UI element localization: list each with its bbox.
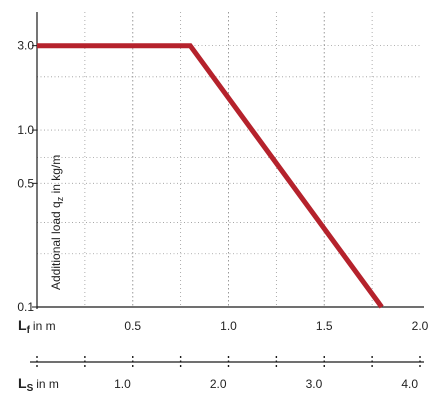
y-axis-label-subscript: z	[55, 196, 65, 201]
series-line	[37, 43, 384, 309]
x2-tick-label: 1.0	[114, 377, 131, 391]
x-tick-label: 1.0	[220, 319, 237, 333]
tick-labels: 3.0 1.0 0.5 0.1 0.5 1.0 1.5 2.0 1.0 2.0 3.0 4.0	[17, 39, 428, 391]
x-axis-label-secondary: LS in m	[18, 375, 59, 394]
grid-lines	[37, 12, 420, 307]
y-tick-label: 1.0	[17, 123, 34, 137]
y-tick-label: 0.5	[17, 176, 34, 190]
x-axis-label-primary: Lf in m	[18, 317, 56, 336]
y-tick-label: 0.1	[17, 300, 34, 314]
axes	[30, 12, 424, 368]
series-layer	[37, 43, 384, 309]
x2-tick-label: 4.0	[401, 377, 418, 391]
x-tick-label: 0.5	[124, 319, 141, 333]
x2-tick-label: 3.0	[306, 377, 323, 391]
y-tick-label: 3.0	[17, 39, 34, 53]
x-tick-label: 1.5	[316, 319, 333, 333]
y-axis-label: Additional load qz in kg/m	[49, 155, 65, 290]
x2-tick-label: 2.0	[210, 377, 227, 391]
x-tick-label: 2.0	[412, 319, 429, 333]
